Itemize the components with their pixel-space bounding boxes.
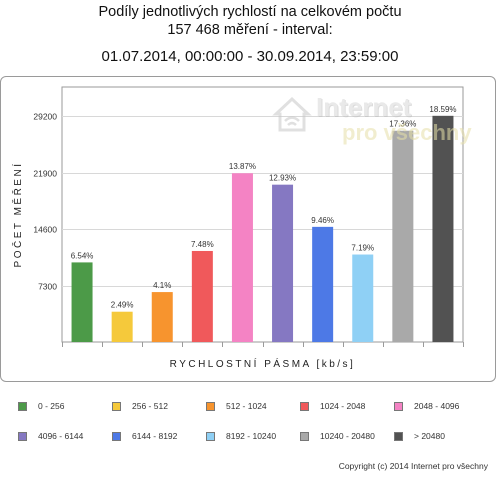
watermark-logo: Internet pro všechny: [272, 92, 492, 148]
watermark-line1: Internet: [316, 92, 412, 122]
legend-label: 4096 - 6144: [38, 431, 84, 441]
y-tick-label: 14600: [33, 225, 57, 235]
bar-data-label: 18.59%: [429, 105, 456, 114]
bar-data-label: 4.1%: [153, 281, 171, 290]
legend-swatch: [206, 432, 215, 441]
bar: [312, 226, 334, 342]
chart-title-line2: 157 468 měření - interval:: [167, 22, 333, 38]
bar-data-label: 9.46%: [311, 216, 334, 225]
legend-swatch: [300, 432, 309, 441]
bar-data-label: 7.19%: [351, 244, 374, 253]
bar: [272, 184, 294, 342]
legend-swatch: [394, 432, 403, 441]
chart-title-line1: Podíly jednotlivých rychlostí na celkové…: [98, 4, 402, 20]
bar: [432, 115, 454, 342]
bar-data-label: 6.54%: [71, 251, 94, 260]
legend-label: 2048 - 4096: [414, 401, 460, 411]
legend-swatch: [112, 432, 121, 441]
bar: [392, 130, 414, 342]
bar-chart: 7300 14600 21900 29200 6.54% 2.49% 4.1% 7.48% 13…: [11, 86, 464, 370]
bar: [111, 311, 133, 342]
legend-label: > 20480: [414, 431, 445, 441]
chart-interval: 01.07.2014, 00:00:00 - 30.09.2014, 23:59…: [101, 48, 399, 65]
legend-label: 0 - 256: [38, 401, 65, 411]
legend-swatch: [18, 432, 27, 441]
legend-swatch: [18, 402, 27, 411]
y-tick-label: 7300: [38, 282, 57, 292]
bar: [71, 262, 93, 342]
y-tick-label: 29200: [33, 112, 57, 122]
copyright-text: Copyright (c) 2014 Internet pro všechny: [338, 461, 488, 471]
bar-data-label: 12.93%: [269, 174, 296, 183]
legend-label: 1024 - 2048: [320, 401, 366, 411]
legend-swatch: [112, 402, 121, 411]
legend-label: 512 - 1024: [226, 401, 267, 411]
legend-swatch: [394, 402, 403, 411]
legend-label: 8192 - 10240: [226, 431, 277, 441]
bar-data-label: 2.49%: [111, 301, 134, 310]
y-tick-label: 21900: [33, 169, 57, 179]
bar-data-label: 13.87%: [229, 162, 256, 171]
bar-data-label: 7.48%: [191, 240, 214, 249]
chart-frame: 7300 14600 21900 29200 6.54% 2.49% 4.1% 7.48% 13…: [0, 76, 496, 382]
legend-label: 256 - 512: [132, 401, 168, 411]
bar-data-label: 17.36%: [389, 120, 416, 129]
bar: [231, 173, 253, 342]
legend-swatch: [300, 402, 309, 411]
x-axis-label: RYCHLOSTNÍ PÁSMA [kb/s]: [170, 357, 356, 370]
y-axis-label: POČET MĚŘENÍ: [11, 162, 24, 268]
bar: [191, 250, 213, 342]
bar: [151, 292, 173, 342]
legend-label: 6144 - 8192: [132, 431, 178, 441]
house-icon: [272, 96, 312, 132]
watermark-line2: pro všechny: [342, 120, 472, 145]
legend-swatch: [206, 402, 215, 411]
bar: [352, 254, 374, 342]
legend-label: 10240 - 20480: [320, 431, 375, 441]
